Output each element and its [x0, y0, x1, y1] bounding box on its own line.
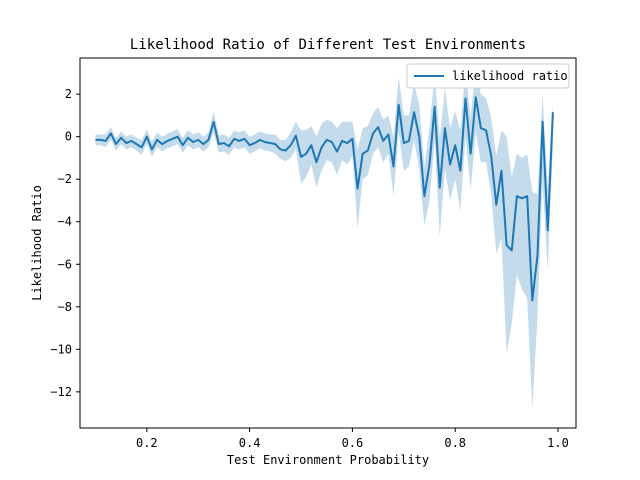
y-axis-ticks: 2 0 −2 −4 −6 −8 −10 −12 — [50, 87, 80, 399]
x-tick-label: 0.2 — [136, 436, 158, 450]
legend-box — [406, 63, 570, 89]
confidence-band — [95, 66, 553, 409]
y-tick-label: −4 — [58, 215, 72, 229]
chart-title: Likelihood Ratio of Different Test Envir… — [130, 37, 526, 53]
y-tick-label: −6 — [58, 257, 72, 271]
y-tick-label: 2 — [65, 87, 72, 101]
x-tick-label: 0.8 — [444, 436, 466, 450]
x-tick-label: 1.0 — [547, 436, 569, 450]
axes-frame — [79, 57, 577, 429]
x-axis-label: Test Environment Probability — [227, 453, 429, 467]
x-tick-label: 0.4 — [239, 436, 261, 450]
legend: likelihood ratio — [406, 63, 570, 89]
y-tick-label: −2 — [58, 172, 72, 186]
y-tick-label: −8 — [58, 300, 72, 314]
y-tick-label: −10 — [50, 342, 72, 356]
y-tick-label: 0 — [65, 130, 72, 144]
x-axis-ticks: 0.2 0.4 0.6 0.8 1.0 — [136, 428, 569, 450]
y-tick-label: −12 — [50, 385, 72, 399]
plot-area — [95, 66, 554, 409]
x-tick-label: 0.6 — [342, 436, 364, 450]
y-axis-label: Likelihood Ratio — [30, 185, 44, 301]
series-line-likelihood-ratio — [95, 96, 554, 302]
legend-label: likelihood ratio — [452, 69, 568, 83]
